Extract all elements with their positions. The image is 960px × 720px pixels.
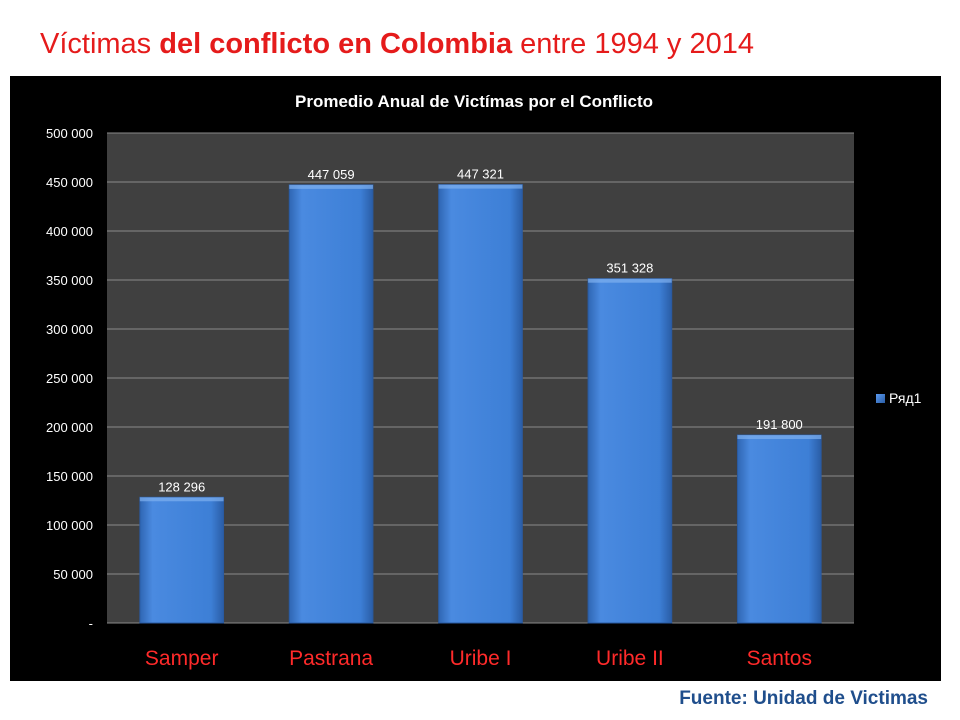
x-axis-labels: Samper Pastrana Uribe I Uribe II Santos [145, 647, 812, 670]
y-tick-label: 250 000 [46, 371, 93, 386]
bar-highlight [289, 184, 373, 189]
bar-chart: Promedio Anual de Victímas por el Confli… [46, 92, 922, 670]
legend-label: Ряд1 [889, 390, 922, 406]
y-tick-label: 450 000 [46, 175, 93, 190]
y-tick-label: 50 000 [53, 567, 93, 582]
bar [288, 184, 374, 624]
bar-highlight [438, 184, 523, 189]
data-label: 191 800 [756, 417, 803, 432]
bar [139, 496, 225, 624]
title-part-1: Víctimas [40, 28, 160, 60]
y-tick-label: 300 000 [46, 322, 93, 337]
title-part-3: entre 1994 y 2014 [512, 28, 754, 60]
x-tick-label: Santos [747, 647, 812, 670]
y-axis-ticks: - 50 000 100 000 150 000 200 000 250 000 300 0… [46, 126, 93, 631]
legend: Ряд1 [876, 390, 922, 406]
legend-swatch [876, 394, 885, 403]
y-tick-label: 350 000 [46, 273, 93, 288]
bar [587, 278, 673, 624]
x-tick-label: Pastrana [289, 647, 373, 670]
title-part-2: del conflicto en Colombia [159, 28, 513, 60]
data-labels: 128 296 447 059 447 321 351 328 191 800 [158, 167, 803, 495]
bar [736, 434, 822, 624]
bar-highlight [588, 278, 672, 283]
y-tick-label: 100 000 [46, 518, 93, 533]
y-tick-label: 500 000 [46, 126, 93, 141]
y-tick-label: 400 000 [46, 224, 93, 239]
source-note: Fuente: Unidad de Victimas [679, 688, 928, 709]
slide-title: Víctimas del conflicto en Colombia entre… [40, 28, 754, 61]
data-label: 447 059 [308, 167, 355, 182]
data-label: 351 328 [606, 261, 653, 276]
y-tick-label: - [89, 616, 93, 631]
data-label: 447 321 [457, 167, 504, 182]
x-tick-label: Samper [145, 647, 219, 670]
x-tick-label: Uribe II [596, 647, 664, 670]
chart-title: Promedio Anual de Victímas por el Confli… [295, 92, 653, 111]
bar-highlight [139, 497, 224, 502]
data-label: 128 296 [158, 479, 205, 494]
x-tick-label: Uribe I [450, 647, 512, 670]
bar-highlight [737, 435, 822, 440]
chart-panel: Promedio Anual de Victímas por el Confli… [10, 76, 941, 681]
y-tick-label: 150 000 [46, 469, 93, 484]
y-tick-label: 200 000 [46, 420, 93, 435]
bars [139, 184, 822, 624]
bar [438, 184, 523, 624]
